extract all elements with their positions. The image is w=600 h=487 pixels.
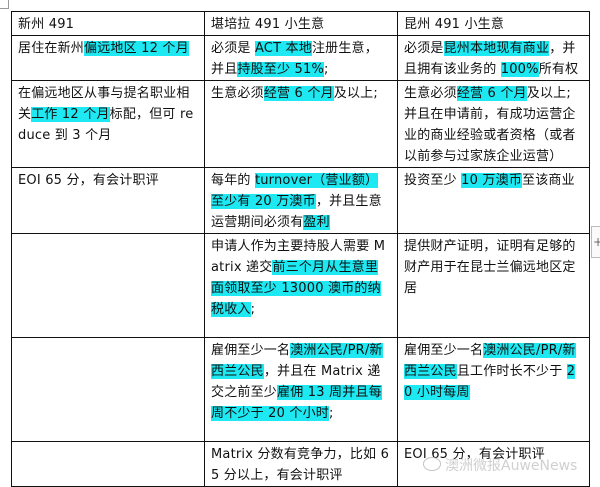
- cell-text: 雇佣至少一名: [211, 343, 291, 358]
- highlighted-text: 盈利: [303, 215, 330, 230]
- highlighted-text: 经营 6 个月: [263, 86, 334, 101]
- cell-nsw-491: 新州 491: [11, 11, 205, 36]
- table-header-row: 新州 491 堪培拉 491 小生意 昆州 491 小生意: [11, 11, 590, 36]
- cell-act-491-business: 必须是 ACT 本地注册生意，并且持股至少 51%;: [204, 35, 398, 81]
- highlighted-text: 持股至少 51%: [237, 62, 325, 77]
- highlighted-text: 昆州本地现有商业: [443, 41, 550, 56]
- add-column-button[interactable]: +: [591, 226, 600, 258]
- cell-qld-491-business: 昆州 491 小生意: [397, 11, 590, 36]
- table-row: 在偏远地区从事与提名职业相关工作 12 个月标配，但可 reduce 到 3 个…: [11, 80, 590, 168]
- cell-text: 且工作时长不少于: [456, 364, 567, 379]
- cell-text: 生意必须: [404, 86, 457, 101]
- table-row: 雇佣至少一名澳洲公民/PR/新西兰公民，并且在 Matrix 递交之前至少雇佣 …: [11, 337, 590, 442]
- cell-text: ;: [329, 406, 334, 421]
- table-row: 居住在新州偏远地区 12 个月 必须是 ACT 本地注册生意，并且持股至少 51%…: [11, 35, 590, 81]
- highlighted-text: 10 万澳币: [461, 173, 523, 188]
- cell-nsw-491: 居住在新州偏远地区 12 个月: [11, 35, 205, 81]
- cell-qld-491-business: 雇佣至少一名澳洲公民/PR/新西兰公民且工作时长不少于 20 小时每周: [397, 337, 590, 442]
- cell-text: 每年的: [211, 173, 255, 188]
- cell-text: 至该商业: [522, 173, 575, 188]
- cell-act-491-business: 生意必须经营 6 个月及以上;: [204, 80, 398, 168]
- visa-comparison-table: 新州 491 堪培拉 491 小生意 昆州 491 小生意居住在新州偏远地区 12 …: [11, 11, 590, 487]
- highlighted-text: 工作 12 个月: [31, 107, 110, 122]
- highlighted-text: 100%: [500, 62, 539, 77]
- cell-nsw-491: [11, 441, 205, 487]
- cell-text: 雇佣至少一名: [404, 343, 484, 358]
- cell-text: 必须是: [404, 41, 444, 56]
- highlighted-text: ACT 本地: [254, 41, 312, 56]
- cell-text: 必须是: [211, 41, 255, 56]
- cell-text: 新州 491: [18, 17, 75, 32]
- cell-text: 提供财产证明，证明有足够的财产用于在昆士兰偏远地区定居: [404, 239, 576, 296]
- watermark-text: 澳洲微报AuweNews: [445, 458, 578, 474]
- cell-qld-491-business: 提供财产证明，证明有足够的财产用于在昆士兰偏远地区定居: [397, 233, 590, 338]
- cell-qld-491-business: 投资至少 10 万澳币至该商业: [397, 167, 590, 234]
- cell-text: ，并且拥有该业务的: [404, 41, 576, 77]
- cell-act-491-business: 申请人作为主要持股人需要 Matrix 递交前三个月从生意里面领取至少 1300…: [204, 233, 398, 338]
- cell-qld-491-business: 必须是昆州本地现有商业，并且拥有该业务的 100%所有权: [397, 35, 590, 81]
- highlighted-text: 偏远地区 12 个月: [84, 41, 189, 56]
- cell-text: ，并且在 Matrix 递交之前至少: [211, 364, 381, 400]
- cell-text: ，并且生意运营期间必须有: [211, 194, 382, 230]
- cell-text: 申请人作为主要持股人需要 Matrix 递交: [211, 239, 386, 275]
- cell-text: 标配，但可 reduce 到 3 个月: [18, 107, 194, 143]
- cell-text: 投资至少: [404, 173, 462, 188]
- cell-text: 生意必须: [211, 86, 264, 101]
- watermark: 澳洲微报AuweNews: [423, 455, 577, 475]
- table-row: 申请人作为主要持股人需要 Matrix 递交前三个月从生意里面领取至少 1300…: [11, 233, 590, 338]
- cell-text: ;: [250, 302, 256, 317]
- cell-nsw-491: [11, 233, 205, 338]
- cell-nsw-491: 在偏远地区从事与提名职业相关工作 12 个月标配，但可 reduce 到 3 个…: [11, 80, 205, 168]
- cell-nsw-491: EOI 65 分，有会计职评: [11, 167, 205, 234]
- cell-text: 及以上;: [333, 86, 378, 101]
- resize-corner-icon: [0, 0, 9, 9]
- cell-text: 及以上; 并且在申请前，有成功运营企业的商业经验或者资格（或者以前参与过家族企业…: [404, 86, 576, 164]
- cell-qld-491-business: 生意必须经营 6 个月及以上; 并且在申请前，有成功运营企业的商业经验或者资格（…: [397, 80, 590, 168]
- cell-nsw-491: [11, 337, 205, 442]
- cell-act-491-business: 堪培拉 491 小生意: [204, 11, 398, 36]
- cell-text: 在偏远地区从事与提名职业相关: [18, 86, 190, 122]
- cell-text: 注册生意，并且: [211, 41, 378, 77]
- cell-text: 居住在新州: [18, 41, 85, 56]
- cell-text: EOI 65 分，有会计职评: [18, 173, 159, 188]
- table-row: EOI 65 分，有会计职评 每年的 turnover（营业额）至少有 20 万澳…: [11, 167, 590, 234]
- cell-act-491-business: 雇佣至少一名澳洲公民/PR/新西兰公民，并且在 Matrix 递交之前至少雇佣 …: [204, 337, 398, 442]
- cell-act-491-business: Matrix 分数有竞争力，比如 65 分以上，有会计职评: [204, 441, 398, 487]
- weibo-logo-icon: [423, 457, 441, 471]
- cell-text: 堪培拉 491 小生意: [211, 17, 325, 32]
- cell-act-491-business: 每年的 turnover（营业额）至少有 20 万澳币，并且生意运营期间必须有盈…: [204, 167, 398, 234]
- cell-text: 所有权: [538, 62, 579, 77]
- cell-text: 昆州 491 小生意: [404, 17, 505, 32]
- cell-text: ;: [324, 62, 329, 77]
- highlighted-text: 经营 6 个月: [456, 86, 527, 101]
- cell-text: EOI 65 分，有会计职评: [404, 447, 545, 462]
